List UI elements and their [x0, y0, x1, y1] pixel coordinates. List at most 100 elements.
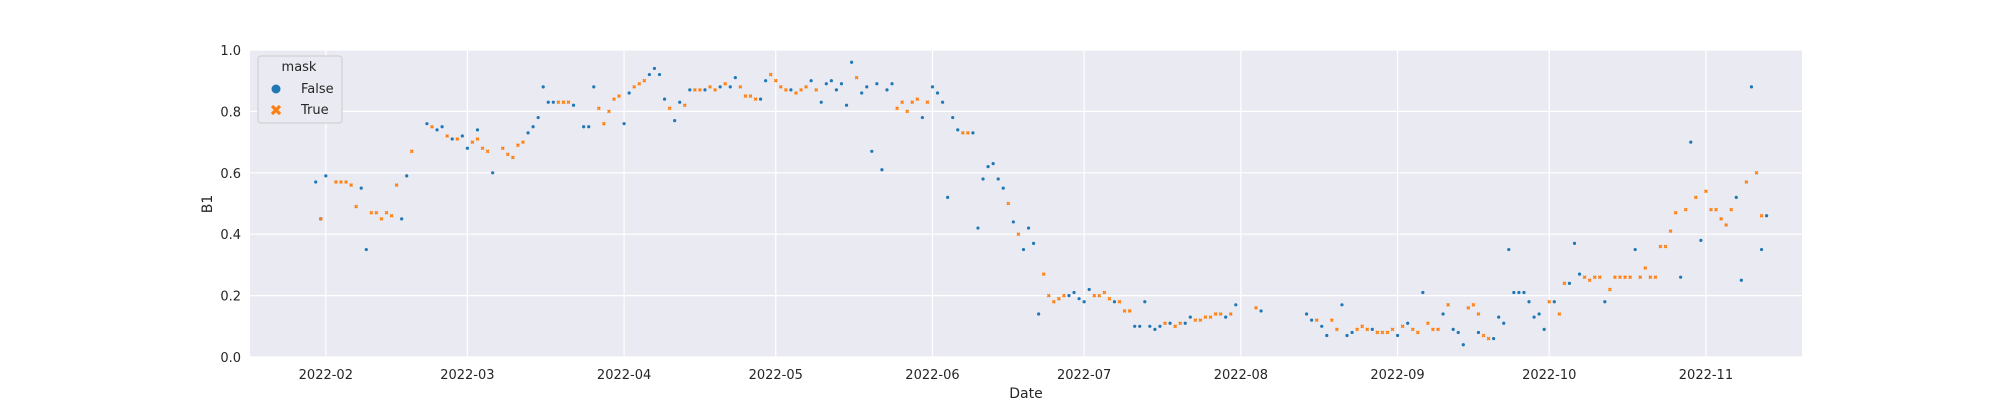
point-false	[1497, 315, 1501, 319]
point-false	[1304, 312, 1309, 316]
point-false	[849, 60, 854, 64]
point-false	[1633, 247, 1637, 252]
point-true	[682, 103, 687, 108]
point-true	[1476, 312, 1481, 316]
point-true	[1062, 293, 1066, 298]
point-false	[1679, 275, 1683, 279]
point-true	[1329, 318, 1334, 323]
point-false	[839, 82, 844, 86]
point-true	[354, 204, 359, 209]
point-false	[946, 195, 950, 199]
point-false	[920, 115, 924, 120]
point-true	[1754, 170, 1759, 175]
point-true	[1471, 302, 1476, 307]
point-true	[1041, 272, 1046, 277]
point-false	[860, 91, 864, 95]
point-true	[1693, 195, 1698, 200]
point-true	[1178, 321, 1183, 326]
point-true	[1127, 309, 1132, 313]
point-true	[1218, 312, 1223, 316]
point-false	[435, 128, 439, 132]
point-false	[971, 131, 975, 135]
point-true	[1355, 327, 1360, 332]
point-true	[1016, 232, 1021, 237]
point-true	[642, 78, 647, 83]
point-false	[1517, 290, 1521, 295]
point-true	[804, 84, 808, 89]
point-true	[1714, 207, 1718, 212]
point-true	[617, 94, 621, 98]
point-false	[1133, 324, 1137, 328]
point-true	[1375, 330, 1380, 335]
point-true	[1683, 207, 1688, 212]
point-true	[1163, 321, 1167, 326]
point-true	[485, 149, 490, 154]
point-false	[1320, 324, 1324, 328]
point-false	[834, 88, 839, 92]
point-true	[607, 109, 611, 114]
point-true	[1122, 309, 1127, 313]
point-true	[1486, 336, 1491, 341]
point-false	[976, 226, 980, 230]
point-false	[1082, 300, 1086, 304]
point-true	[768, 72, 773, 77]
y-tick-label: 0.4	[220, 228, 241, 243]
point-false	[582, 125, 586, 129]
point-true	[369, 210, 374, 215]
point-true	[1643, 266, 1648, 270]
point-true	[1117, 299, 1122, 304]
point-true	[1335, 327, 1339, 332]
point-true	[389, 213, 394, 218]
point-false	[764, 79, 768, 83]
point-true	[632, 84, 637, 89]
y-tick-label: 0.6	[220, 167, 241, 182]
point-false	[1502, 321, 1506, 325]
point-true	[1663, 244, 1668, 249]
point-false	[1451, 327, 1455, 331]
point-true	[1314, 318, 1319, 323]
point-false	[890, 82, 894, 86]
point-false	[1476, 330, 1481, 335]
point-false	[1421, 290, 1425, 295]
point-false	[1087, 287, 1091, 292]
point-false	[571, 103, 576, 107]
point-false	[1537, 312, 1541, 316]
point-true	[1415, 330, 1420, 335]
point-true	[318, 216, 323, 221]
point-true	[500, 146, 505, 151]
point-true	[521, 140, 525, 144]
point-true	[1724, 223, 1729, 227]
point-false	[657, 72, 662, 77]
point-false	[1067, 294, 1071, 298]
point-false	[491, 171, 495, 175]
point-true	[344, 180, 348, 184]
point-false	[425, 122, 429, 126]
point-true	[339, 180, 343, 184]
point-true	[1759, 213, 1764, 218]
point-true	[556, 100, 561, 105]
point-false	[865, 85, 869, 89]
point-true	[910, 100, 915, 105]
point-false	[359, 186, 363, 190]
point-false	[703, 88, 707, 92]
point-true	[748, 94, 753, 98]
point-false	[1188, 315, 1192, 319]
point-true	[1704, 189, 1708, 194]
point-true	[349, 183, 354, 187]
point-false	[324, 174, 328, 178]
point-false	[1492, 336, 1496, 341]
point-false	[880, 168, 884, 172]
point-false	[647, 72, 651, 77]
point-false	[1259, 309, 1263, 313]
point-false	[1739, 278, 1743, 282]
point-true	[1466, 305, 1471, 310]
point-true	[601, 121, 606, 126]
point-false	[981, 177, 985, 181]
point-false	[1406, 321, 1410, 325]
point-false	[465, 146, 469, 150]
point-false	[1522, 290, 1526, 295]
y-tick-label: 1.0	[220, 44, 241, 59]
point-true	[965, 130, 970, 135]
point-true	[1254, 305, 1258, 310]
point-false	[673, 119, 677, 123]
